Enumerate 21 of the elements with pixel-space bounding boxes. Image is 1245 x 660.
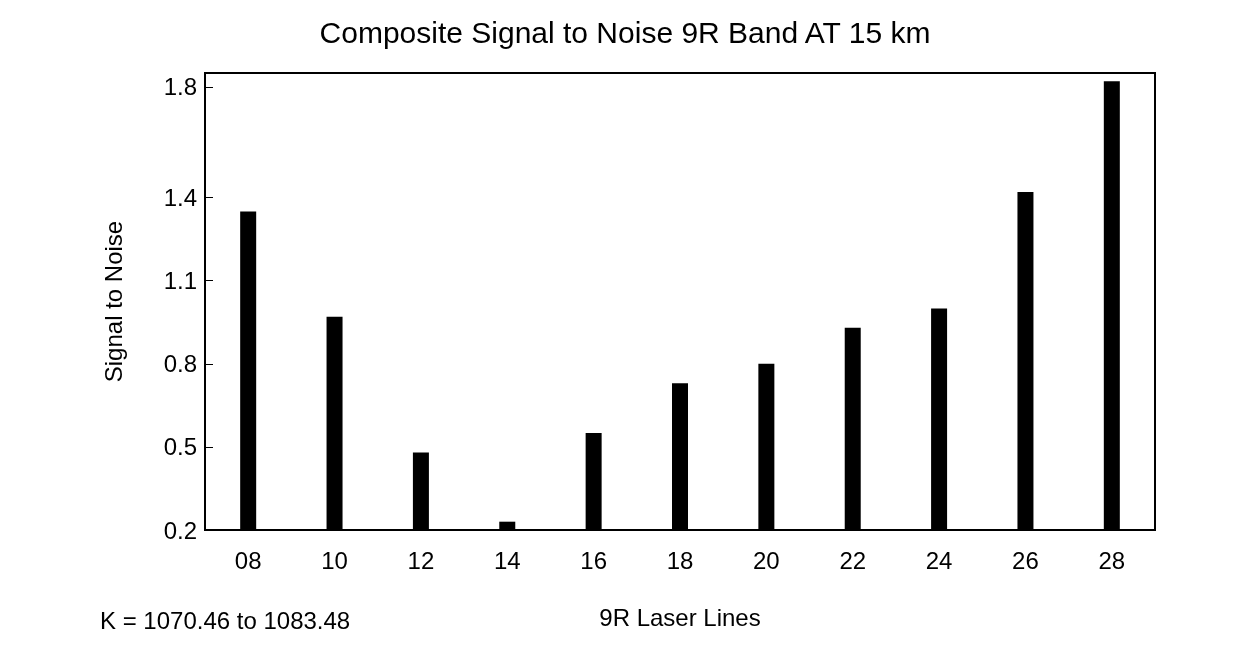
x-tick-label: 24: [925, 546, 953, 574]
x-tick-label: 08: [234, 546, 262, 574]
y-tick-label: 1.1: [163, 267, 197, 295]
x-tick-label: 28: [1098, 546, 1126, 574]
x-tick-label: 20: [753, 546, 780, 574]
x-tick-label: 14: [493, 546, 521, 574]
x-tick-label: 12: [407, 546, 435, 574]
text: K = 1070.46 to 1083.48: [100, 606, 351, 634]
x-tick-label: 16: [580, 546, 607, 574]
y-tick-label: 0.8: [163, 350, 197, 378]
y-tick-label: 1.8: [163, 73, 197, 101]
y-tick-label: 0.5: [163, 433, 197, 461]
x-tick-label: 22: [839, 546, 867, 574]
x-axis-title: 9R Laser Lines: [599, 603, 761, 631]
x-tick-label: 10: [321, 546, 348, 574]
x-tick-label: 18: [666, 546, 694, 574]
y-axis-title: Signal to Noise: [99, 220, 127, 383]
x-tick-label: 26: [1012, 546, 1039, 574]
y-tick-label: 0.2: [163, 516, 197, 544]
chart-title: Composite Signal to Noise 9R Band AT 15 km: [319, 15, 931, 49]
y-tick-label: 1.4: [163, 184, 197, 212]
